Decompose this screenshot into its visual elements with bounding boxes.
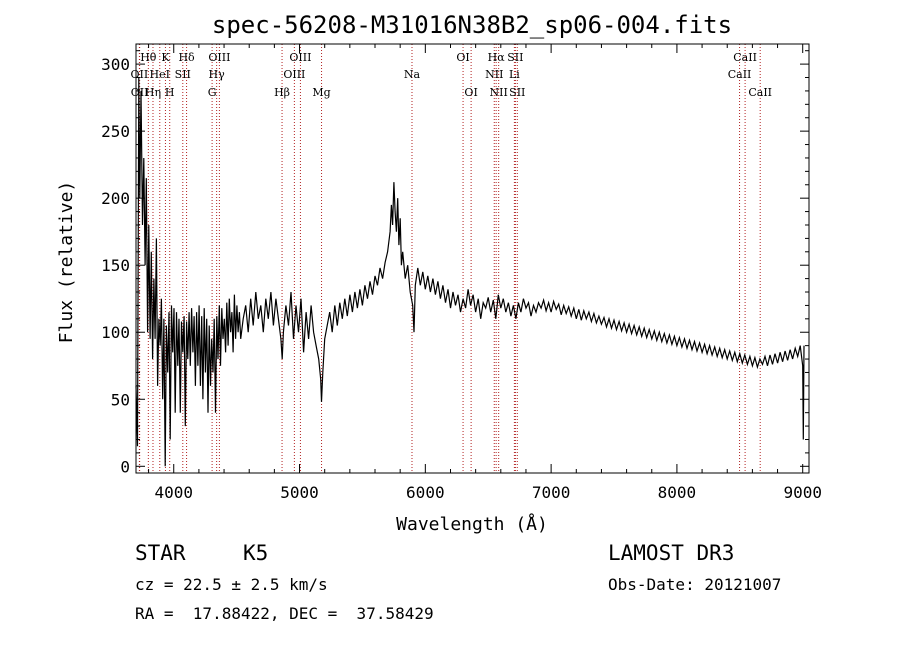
y-tick-label: 100 bbox=[101, 323, 130, 342]
object-class: STAR bbox=[135, 541, 186, 565]
marker-label: CaII bbox=[728, 68, 752, 81]
marker-label: Hγ bbox=[209, 68, 226, 81]
marker-label: Hη bbox=[145, 86, 161, 99]
marker-label: OIII bbox=[208, 51, 230, 64]
chart-title: spec-56208-M31016N38B2_sp06-004.fits bbox=[212, 11, 732, 39]
marker-label: OIII bbox=[283, 68, 305, 81]
object-subclass: K5 bbox=[243, 541, 268, 565]
y-tick-label: 200 bbox=[101, 189, 130, 208]
marker-label: CaII bbox=[748, 86, 772, 99]
marker-label: SII bbox=[175, 68, 191, 81]
marker-label: OII bbox=[131, 68, 149, 81]
marker-label: G bbox=[208, 86, 217, 99]
marker-label: Li bbox=[509, 68, 520, 81]
coordinates: RA = 17.88422, DEC = 37.58429 bbox=[135, 604, 434, 623]
plot-frame bbox=[135, 43, 810, 474]
marker-label: K bbox=[161, 51, 170, 64]
x-tick-label: 6000 bbox=[406, 483, 445, 502]
y-tick-label: 300 bbox=[101, 55, 130, 74]
marker-label: Na bbox=[404, 68, 421, 81]
marker-lines bbox=[138, 44, 761, 473]
y-ticks: 0 50 100 150 200 250 300 bbox=[101, 50, 809, 476]
redshift-info: cz = 22.5 ± 2.5 km/s bbox=[135, 575, 328, 594]
plot-area bbox=[135, 43, 810, 474]
marker-label: HeI bbox=[150, 68, 170, 81]
x-axis-label: Wavelength (Å) bbox=[396, 513, 548, 535]
x-tick-label: 4000 bbox=[154, 483, 193, 502]
x-tick-label: 5000 bbox=[280, 483, 319, 502]
y-axis-label: Flux (relative) bbox=[56, 181, 77, 344]
y-tick-label: 250 bbox=[101, 122, 130, 141]
marker-label: NII bbox=[485, 68, 503, 81]
x-tick-label: 8000 bbox=[658, 483, 697, 502]
marker-label: Hβ bbox=[274, 86, 290, 99]
x-tick-label: 7000 bbox=[532, 483, 571, 502]
obs-date: Obs-Date: 20121007 bbox=[608, 575, 781, 594]
x-tick-label: 9000 bbox=[783, 483, 822, 502]
spectrum-line bbox=[135, 77, 805, 467]
marker-label: NII bbox=[490, 86, 508, 99]
marker-label: Hδ bbox=[178, 51, 195, 64]
y-tick-label: 150 bbox=[101, 256, 130, 275]
marker-label: OIII bbox=[289, 51, 311, 64]
marker-label: H bbox=[165, 86, 175, 99]
marker-label: CaII bbox=[733, 51, 757, 64]
marker-label: OI bbox=[464, 86, 477, 99]
survey-name: LAMOST DR3 bbox=[608, 541, 734, 565]
y-tick-label: 0 bbox=[120, 457, 130, 476]
x-ticks: 4000 5000 6000 7000 8000 9000 bbox=[148, 44, 822, 502]
marker-label: Mg bbox=[312, 86, 330, 99]
marker-label: Hα bbox=[488, 51, 506, 64]
marker-label: OI bbox=[456, 51, 469, 64]
y-tick-label: 50 bbox=[111, 390, 130, 409]
marker-label: SII bbox=[509, 86, 525, 99]
marker-label: SII bbox=[507, 51, 523, 64]
marker-label: OII bbox=[131, 86, 149, 99]
marker-label: Hθ bbox=[140, 51, 157, 64]
